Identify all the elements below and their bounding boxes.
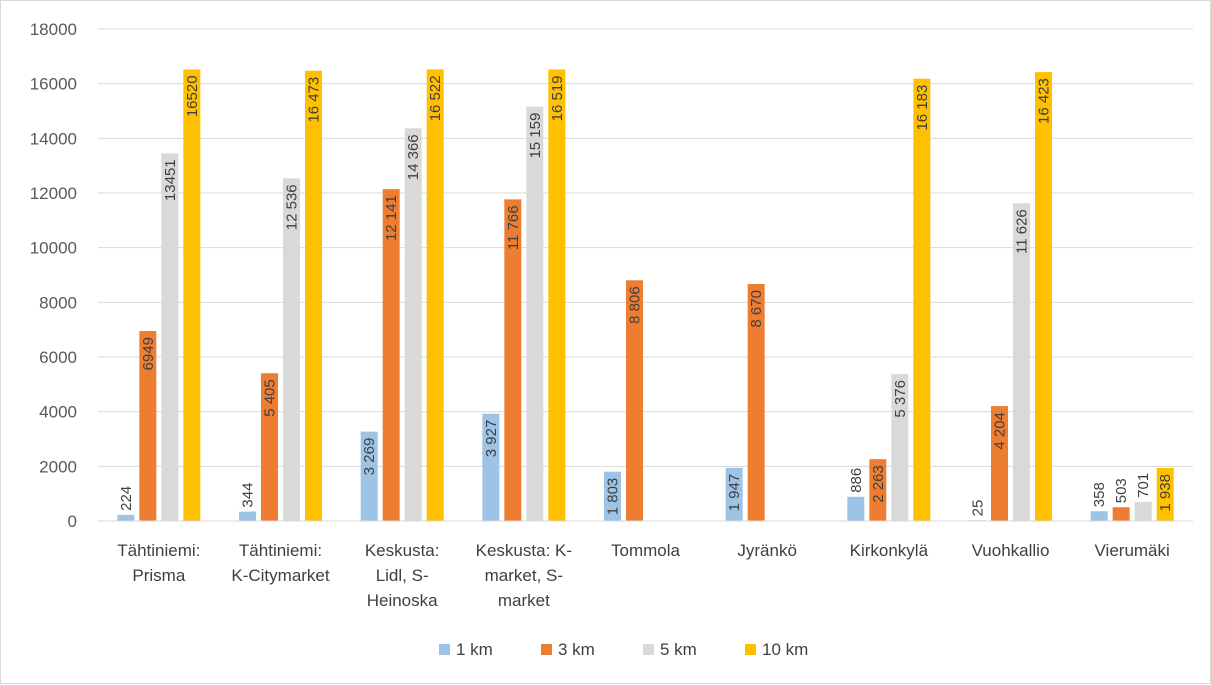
data-label: 886 [848, 468, 865, 493]
bar [869, 459, 887, 521]
bar [504, 199, 522, 521]
data-label: 3 269 [361, 438, 378, 476]
data-label: 4 204 [992, 412, 1009, 450]
category-label: Tähtiniemi: [117, 541, 200, 560]
bar [991, 406, 1008, 521]
bar [404, 128, 422, 521]
y-tick-label: 10000 [30, 239, 77, 258]
data-label: 16 519 [549, 75, 566, 121]
category-label: Heinoska [367, 591, 438, 610]
data-label: 1 947 [726, 474, 743, 512]
bar [161, 153, 179, 521]
legend-label: 1 km [456, 640, 493, 659]
data-label: 344 [240, 483, 257, 508]
bar [426, 69, 444, 521]
bar [626, 280, 643, 521]
data-label: 5 405 [262, 379, 279, 417]
bar [261, 373, 278, 521]
legend-label: 5 km [660, 640, 697, 659]
data-label: 25 [970, 500, 987, 517]
data-label: 11 626 [1014, 209, 1031, 254]
data-label: 1 938 [1157, 474, 1174, 512]
category-label: Keskusta: K- [476, 541, 572, 560]
bar [747, 284, 765, 521]
data-label: 14 366 [405, 134, 422, 180]
category-label: Jyränkö [737, 541, 797, 560]
bar [1112, 507, 1130, 521]
data-label: 8 670 [748, 290, 765, 328]
y-tick-label: 14000 [30, 129, 77, 148]
y-tick-label: 12000 [30, 184, 77, 203]
category-label: Tommola [611, 541, 681, 560]
y-tick-label: 8000 [39, 293, 77, 312]
legend-swatch [439, 644, 450, 655]
y-tick-label: 4000 [39, 403, 77, 422]
data-label: 5 376 [892, 380, 909, 418]
category-label: Vuohkallio [972, 541, 1050, 560]
bar [847, 496, 865, 521]
data-label: 16520 [184, 75, 201, 117]
data-label: 224 [118, 486, 135, 511]
data-label: 12 141 [383, 195, 400, 241]
bar [1013, 203, 1030, 522]
data-label: 701 [1135, 473, 1152, 498]
category-label: K-Citymarket [231, 566, 330, 585]
y-tick-label: 0 [68, 512, 77, 531]
legend-swatch [745, 644, 756, 655]
bar [913, 78, 931, 521]
y-tick-label: 2000 [39, 457, 77, 476]
data-label: 16 522 [427, 75, 444, 121]
bar [1134, 501, 1152, 521]
bar [305, 70, 322, 521]
bar [283, 178, 300, 521]
bar [1090, 511, 1108, 521]
category-label: Kirkonkylä [850, 541, 929, 560]
legend-swatch [643, 644, 654, 655]
category-label: Prisma [132, 566, 185, 585]
bar [1156, 468, 1174, 521]
data-label: 16 183 [914, 85, 931, 131]
data-label: 8 806 [627, 286, 644, 324]
data-label: 3 927 [483, 420, 500, 458]
data-label: 16 423 [1036, 78, 1053, 124]
data-label: 11 766 [505, 205, 522, 250]
category-label: Keskusta: [365, 541, 440, 560]
data-label: 358 [1091, 482, 1108, 507]
bar [548, 69, 566, 522]
bar [382, 189, 400, 521]
data-label: 13451 [162, 159, 179, 201]
legend-label: 10 km [762, 640, 808, 659]
data-label: 12 536 [284, 184, 301, 230]
data-label: 2 263 [870, 465, 887, 503]
category-label: market [498, 591, 550, 610]
bar [891, 374, 909, 521]
category-label: Vierumäki [1095, 541, 1170, 560]
bar [725, 467, 743, 521]
legend-label: 3 km [558, 640, 595, 659]
bar [482, 413, 500, 521]
category-label: market, S- [485, 566, 563, 585]
category-label: Tähtiniemi: [239, 541, 322, 560]
data-label: 503 [1113, 478, 1130, 503]
bar [360, 431, 378, 521]
bar [139, 331, 157, 521]
bar [604, 471, 621, 521]
bar [1035, 72, 1052, 521]
data-label: 16 473 [306, 77, 323, 123]
data-label: 6949 [140, 337, 157, 370]
bar [117, 514, 135, 521]
y-tick-label: 6000 [39, 348, 77, 367]
legend-swatch [541, 644, 552, 655]
data-label: 1 803 [605, 478, 622, 516]
category-label: Lidl, S- [376, 566, 429, 585]
data-label: 15 159 [527, 113, 544, 159]
bar [526, 106, 544, 522]
bar [239, 511, 256, 521]
y-tick-label: 16000 [30, 75, 77, 94]
bar [183, 69, 201, 521]
y-tick-label: 18000 [30, 20, 77, 39]
